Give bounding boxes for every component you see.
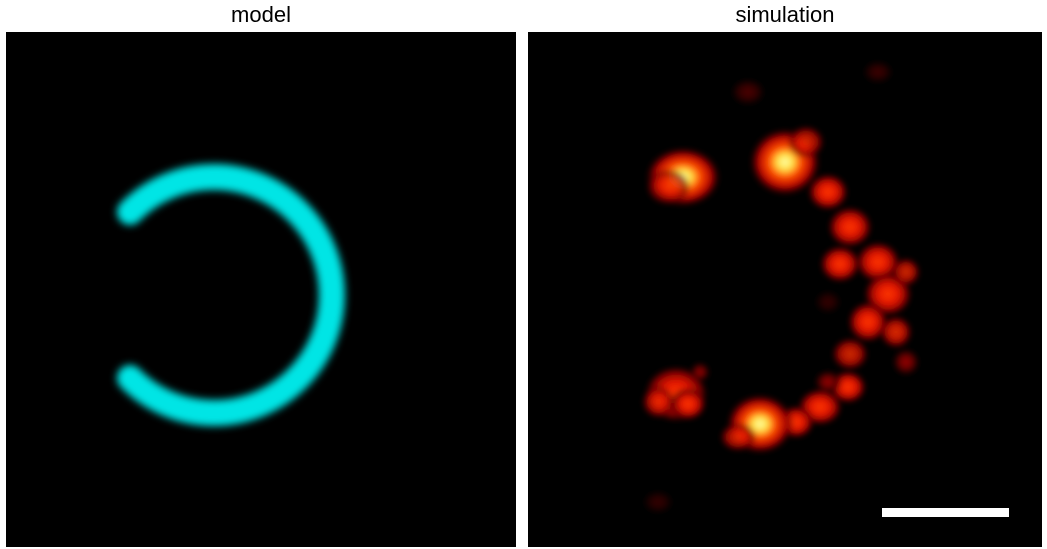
scale-bar [882, 508, 1009, 517]
model-image [117, 164, 345, 426]
model-panel-title: model [231, 2, 291, 27]
simulation-panel [528, 32, 1042, 547]
model-panel [6, 32, 516, 547]
simulation-spots [642, 60, 920, 514]
model-ring-arc [117, 164, 345, 426]
simulation-image [642, 60, 920, 514]
simulation-panel-title: simulation [735, 2, 835, 27]
